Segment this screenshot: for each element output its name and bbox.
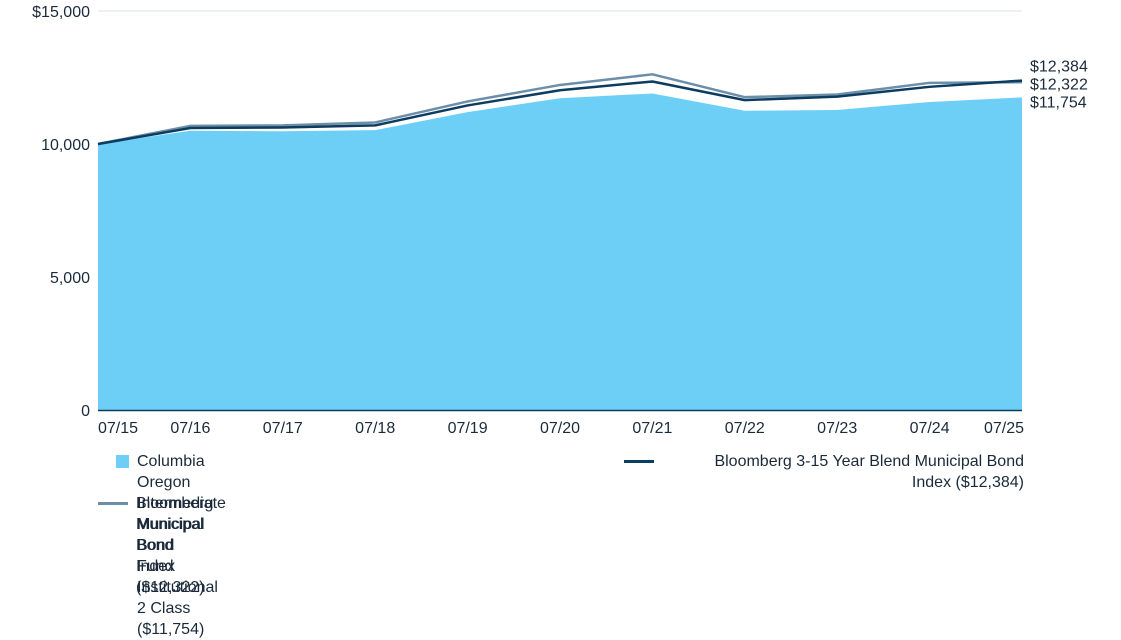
fund-area-layer	[98, 93, 1022, 411]
end-label-1: $12,384	[1030, 59, 1088, 76]
end-value-labels: $12,384$12,322$11,754	[1030, 59, 1088, 112]
legend-swatch-fund	[116, 455, 129, 468]
legend-label-blend-index: Bloomberg 3-15 Year Blend Municipal Bond…	[714, 453, 1024, 491]
x-tick-label-6: 07/21	[632, 420, 672, 437]
y-tick-label-2: 10,000	[41, 137, 90, 154]
x-tick-label-9: 07/24	[910, 420, 950, 437]
x-tick-labels: 07/15 07/16 07/17 07/18 07/19 07/20 07/21 07/22…	[98, 420, 1024, 437]
index-lines-layer	[97, 73, 1023, 146]
legend-swatch-blend-index	[624, 460, 654, 463]
x-tick-label-7: 07/22	[725, 420, 765, 437]
legend-item-muni-index: Bloomberg Municipal Bond Index ($12,322)	[98, 493, 213, 598]
x-tick-label-8: 07/23	[817, 420, 857, 437]
y-tick-label-0: 0	[81, 403, 90, 420]
x-tick-label-3: 07/18	[355, 420, 395, 437]
y-tick-labels: 0 5,000 10,000 $15,000	[32, 4, 90, 420]
x-tick-label-10: 07/25	[984, 420, 1024, 437]
legend-label-muni-index: Bloomberg Municipal Bond Index ($12,322)	[136, 495, 214, 596]
legend-swatch-muni-index	[98, 502, 128, 505]
end-label-0: $11,754	[1030, 95, 1087, 112]
series-line-2	[97, 73, 1023, 146]
y-tick-label-3: $15,000	[32, 4, 90, 21]
series-line-1	[97, 79, 1023, 146]
y-tick-label-1: 5,000	[50, 270, 90, 287]
x-tick-label-1: 07/16	[170, 420, 210, 437]
legend-item-blend-index: Bloomberg 3-15 Year Blend Municipal Bond…	[624, 451, 1024, 493]
chart: 0 5,000 10,000 $15,000 07/15 07/16 07/17 07/18…	[32, 4, 1088, 437]
x-tick-label-0: 07/15	[98, 420, 138, 437]
x-tick-label-4: 07/19	[448, 420, 488, 437]
end-label-2: $12,322	[1030, 77, 1088, 94]
x-tick-label-2: 07/17	[263, 420, 303, 437]
series-area-0	[98, 93, 1022, 411]
x-tick-label-5: 07/20	[540, 420, 580, 437]
